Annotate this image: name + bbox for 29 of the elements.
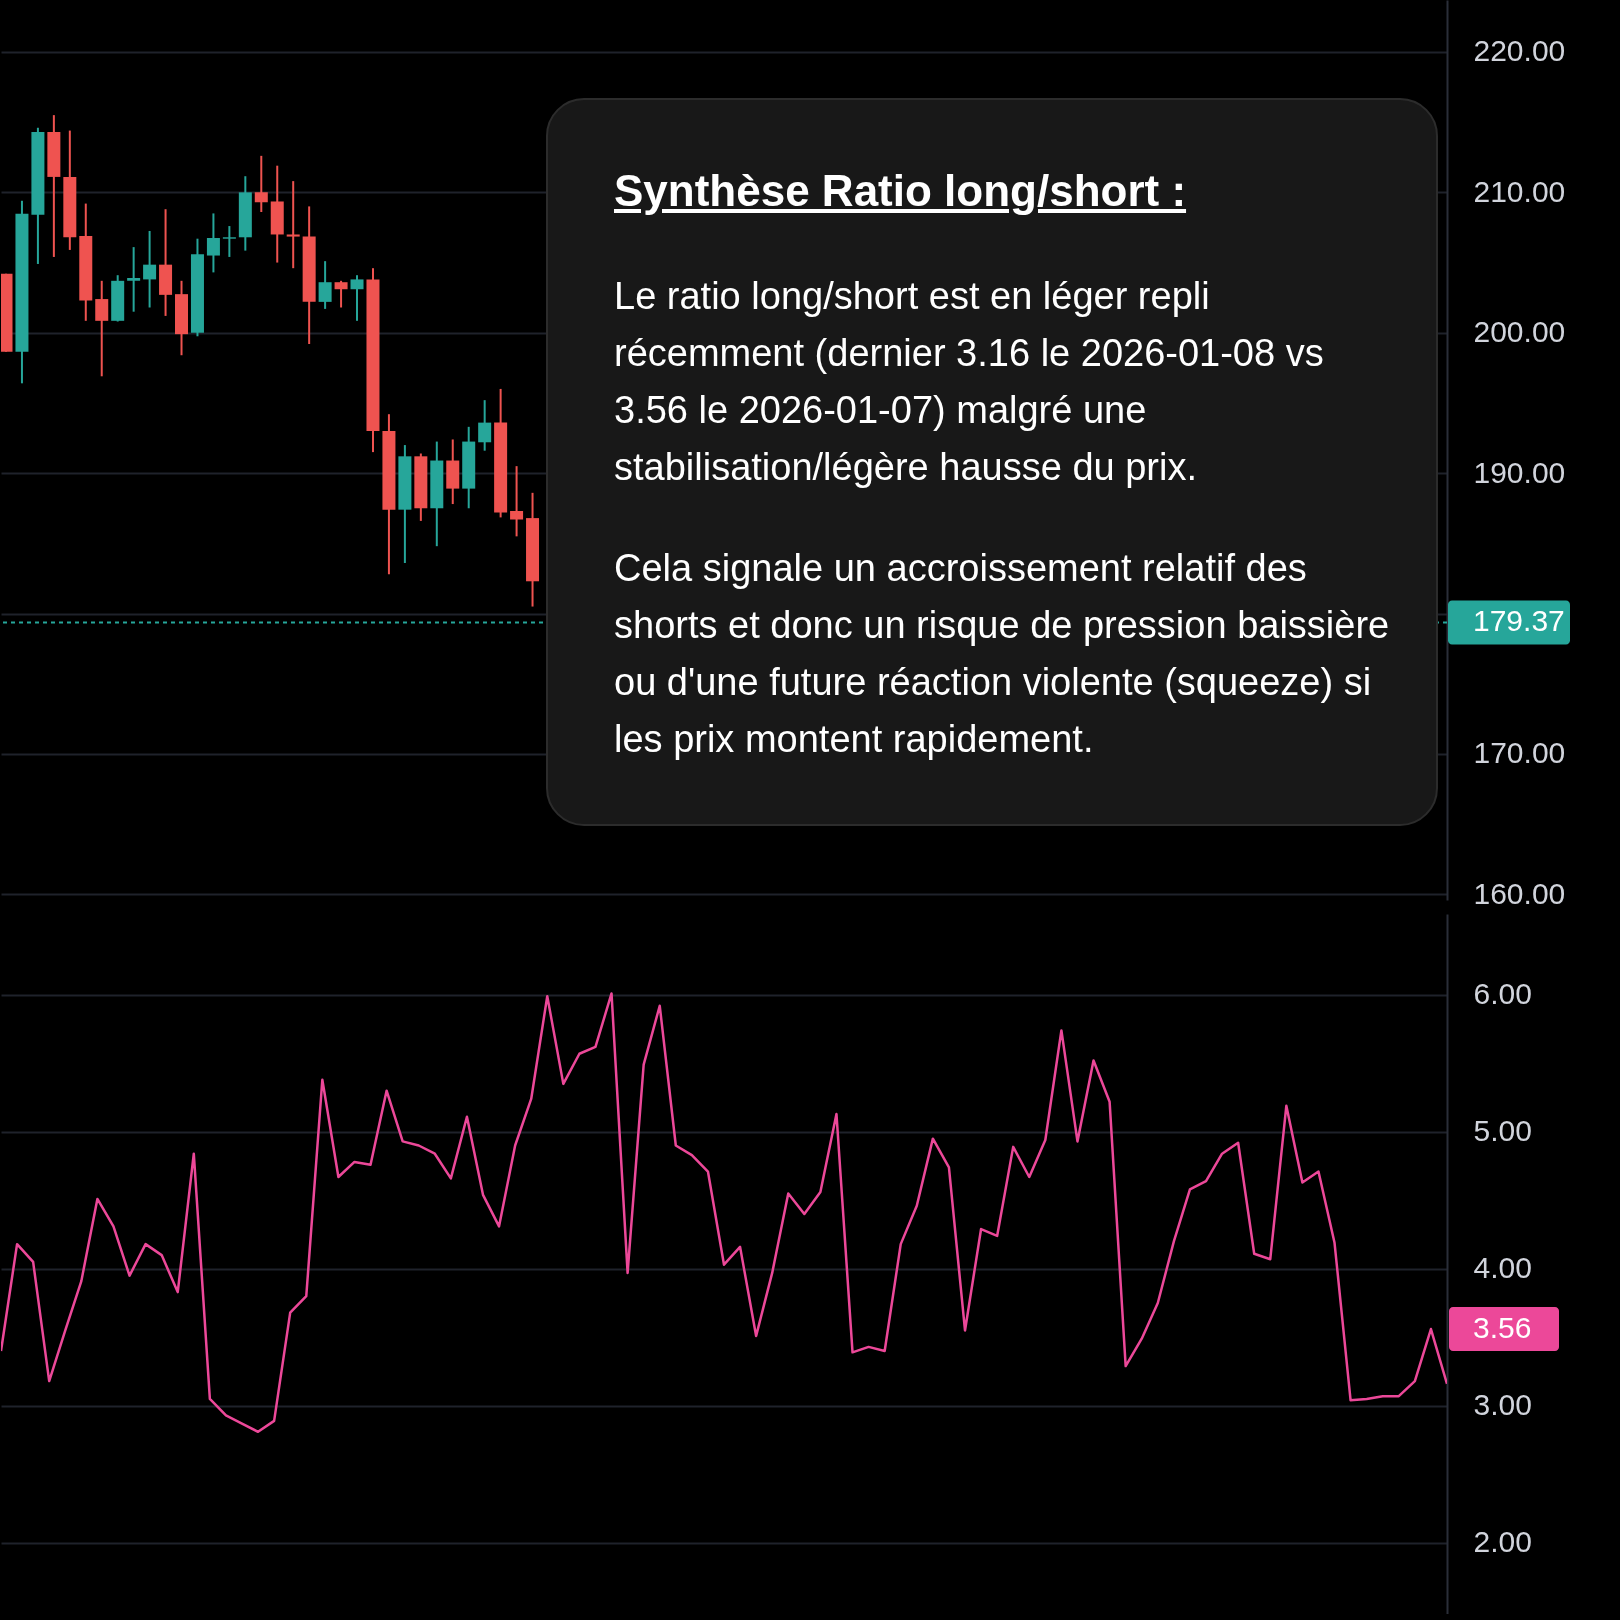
y-tick-label: 220.00 xyxy=(1473,34,1566,68)
annotation: Cela signale un accroissement relatif des shorts et donc un risque de pression baissière ou d'une future réaction violente (squeeze) si les prix montent rapidement. xyxy=(614,546,1391,762)
candlestick xyxy=(95,279,109,378)
candlestick xyxy=(127,246,141,313)
y-tick-label: 6.00 xyxy=(1473,977,1532,1011)
y-tick-label: 210.00 xyxy=(1473,174,1566,208)
y-tick-label: 190.00 xyxy=(1473,455,1566,489)
text: Synthèse Ratio long/short : xyxy=(614,165,1188,217)
annotation: Le ratio long/short est en léger repli récemment (dernier 3.16 le 2026-01-08 vs 3.56 le 2026-01-07) malgré une stabilisation/légère hausse du prix. xyxy=(614,274,1325,490)
line-series xyxy=(1,992,1447,1434)
text: 3.56 xyxy=(1473,1311,1532,1345)
candlestick xyxy=(318,260,332,310)
y-tick-label: 200.00 xyxy=(1473,315,1566,349)
ref-line-label: 179.37 xyxy=(1473,604,1565,638)
candlestick xyxy=(143,229,157,309)
candlestick xyxy=(478,399,492,452)
y-tick-label: 160.00 xyxy=(1473,876,1566,910)
y-tick-label: 5.00 xyxy=(1473,1114,1532,1148)
candlestick xyxy=(254,154,268,214)
y-tick-label: 3.00 xyxy=(1473,1388,1532,1422)
y-tick-label: 170.00 xyxy=(1473,736,1566,770)
candlestick xyxy=(286,180,300,270)
candlestick xyxy=(334,279,348,309)
y-tick-label: 4.00 xyxy=(1473,1251,1532,1285)
candlestick xyxy=(222,225,236,258)
candlestick xyxy=(510,465,524,538)
y-tick-label: 2.00 xyxy=(1473,1525,1532,1559)
candlestick xyxy=(206,212,220,274)
candlestick xyxy=(350,274,364,322)
